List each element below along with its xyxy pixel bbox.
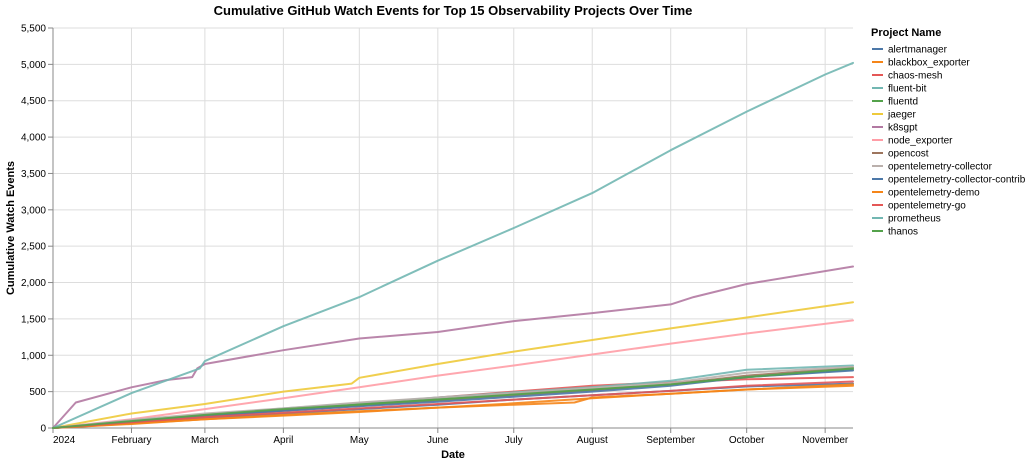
y-tick-label: 5,500	[21, 24, 46, 35]
x-tick-label: August	[577, 435, 608, 446]
series-line-opentelemetry-go	[52, 380, 854, 429]
y-tick-label: 0	[40, 424, 46, 435]
legend-label: jaeger	[887, 110, 916, 121]
legend-label: prometheus	[888, 214, 941, 225]
legend-label: opentelemetry-collector-contrib	[888, 175, 1026, 186]
legend-label: opentelemetry-collector	[888, 162, 993, 173]
x-tick-label: April	[273, 435, 293, 446]
y-tick-label: 3,000	[21, 205, 46, 216]
y-tick-label: 2,000	[21, 278, 46, 289]
y-tick-label: 4,500	[21, 96, 46, 107]
legend-label: opentelemetry-go	[888, 201, 966, 212]
series-line-thanos	[52, 367, 854, 429]
legend-title: Project Name	[871, 27, 941, 39]
y-tick-label: 1,000	[21, 351, 46, 362]
axes: 0 500 1,000 1,500 2,000 2,500 3,000 3,500 4,000 4…	[21, 24, 853, 446]
x-tick-label: October	[729, 435, 765, 446]
legend-label: k8sgpt	[888, 123, 918, 134]
y-tick-label: 500	[29, 387, 46, 398]
x-tick-label: July	[505, 435, 523, 446]
x-tick-label: March	[191, 435, 219, 446]
series-lines	[52, 61, 854, 429]
y-tick-label: 4,000	[21, 133, 46, 144]
series-line-opentelemetry-demo	[52, 383, 854, 429]
y-tick-label: 2,500	[21, 242, 46, 253]
x-tick-label: 2024	[53, 435, 76, 446]
chart-title: Cumulative GitHub Watch Events for Top 1…	[214, 3, 693, 18]
legend-label: fluentd	[888, 97, 918, 108]
x-tick-label: May	[350, 435, 369, 446]
legend-label: opentelemetry-demo	[888, 188, 980, 199]
legend-label: fluent-bit	[888, 84, 927, 95]
legend: Project Name alertmanager blackbox_export…	[871, 27, 1026, 238]
gridlines	[52, 27, 853, 429]
x-tick-label: November	[802, 435, 849, 446]
y-tick-label: 5,000	[21, 60, 46, 71]
y-tick-label: 1,500	[21, 314, 46, 325]
series-line-prometheus	[52, 61, 854, 429]
y-axis-title: Cumulative Watch Events	[5, 161, 17, 295]
x-axis-title: Date	[441, 449, 465, 461]
series-line-opentelemetry-collector	[52, 365, 854, 429]
legend-label: alertmanager	[888, 45, 948, 56]
series-line-k8sgpt	[52, 265, 854, 429]
legend-label: blackbox_exporter	[888, 58, 970, 69]
legend-label: chaos-mesh	[888, 71, 942, 82]
y-tick-label: 3,500	[21, 169, 46, 180]
series-line-jaeger	[52, 301, 854, 429]
x-tick-label: February	[111, 435, 151, 446]
legend-label: thanos	[888, 227, 918, 238]
legend-label: node_exporter	[888, 136, 953, 147]
legend-label: opencost	[888, 149, 929, 160]
x-tick-label: September	[646, 435, 696, 446]
series-line-node_exporter	[52, 319, 854, 429]
x-tick-label: June	[427, 435, 449, 446]
